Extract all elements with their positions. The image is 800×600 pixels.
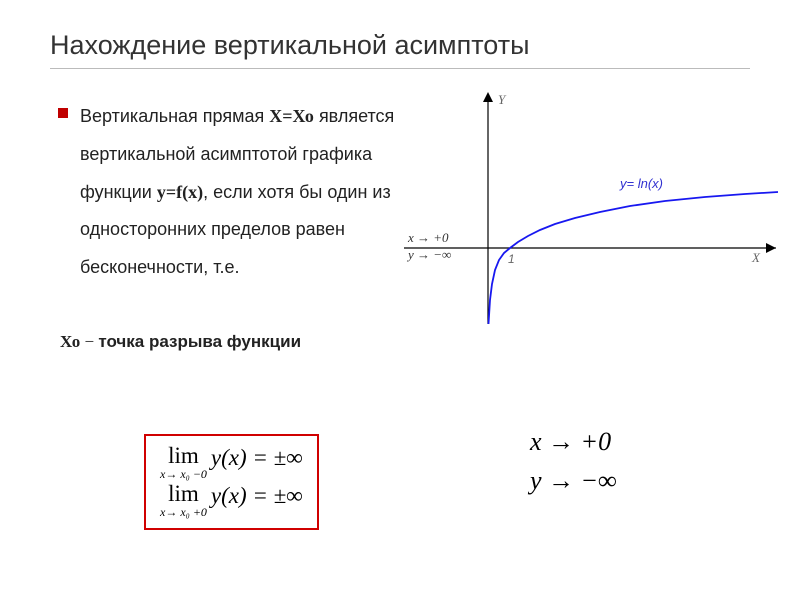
asymp-label-1: x → +0 (408, 230, 451, 247)
right-side-limits: x → +0 y → −∞ (530, 422, 617, 500)
asymptote-labels: x → +0 y → −∞ (408, 230, 451, 264)
right-limit-1: x → +0 (530, 422, 617, 461)
discontinuity-note: Хо − точка разрыва функции (60, 332, 301, 352)
x-axis-label: X (752, 250, 760, 266)
lim-sub-right: x→ x₀ +0 (160, 506, 207, 518)
x-axis-arrow-icon (766, 243, 776, 253)
lim-word-2: lim (168, 481, 199, 506)
title-underline (50, 68, 750, 69)
lim-expr-2: y(x) = ±∞ (211, 482, 303, 507)
curve-label: y= ln(x) (620, 176, 663, 191)
lim-sub-left: x→ x₀ −0 (160, 468, 207, 480)
bullet-icon (58, 108, 68, 118)
limit-formula-box: lim x→ x₀ −0 y(x) = ±∞ lim x→ x₀ +0 y(x)… (144, 434, 319, 530)
disc-dash: − (80, 332, 98, 351)
y-axis-arrow-icon (483, 92, 493, 102)
body-paragraph: Вертикальная прямая Х=Хо является вертик… (80, 98, 400, 287)
tick-1-label: 1 (508, 252, 515, 266)
lim-word-1: lim (168, 443, 199, 468)
limit-right: lim x→ x₀ +0 y(x) = ±∞ (160, 482, 303, 518)
limit-left: lim x→ x₀ −0 y(x) = ±∞ (160, 444, 303, 480)
y-axis-label: Y (498, 92, 505, 108)
disc-var: Хо (60, 332, 80, 351)
slide-title: Нахождение вертикальной асимптоты (50, 30, 530, 61)
ln-curve (489, 192, 779, 324)
disc-text: точка разрыва функции (98, 332, 301, 351)
right-limit-2: y → −∞ (530, 461, 617, 500)
ln-chart (400, 88, 780, 328)
body-eq-1: Х=Хо (269, 106, 314, 126)
lim-expr-1: y(x) = ±∞ (211, 444, 303, 469)
body-eq-2: у=f(x) (157, 182, 203, 202)
asymp-label-2: y → −∞ (408, 247, 451, 264)
body-text-1: Вертикальная прямая (80, 106, 269, 126)
